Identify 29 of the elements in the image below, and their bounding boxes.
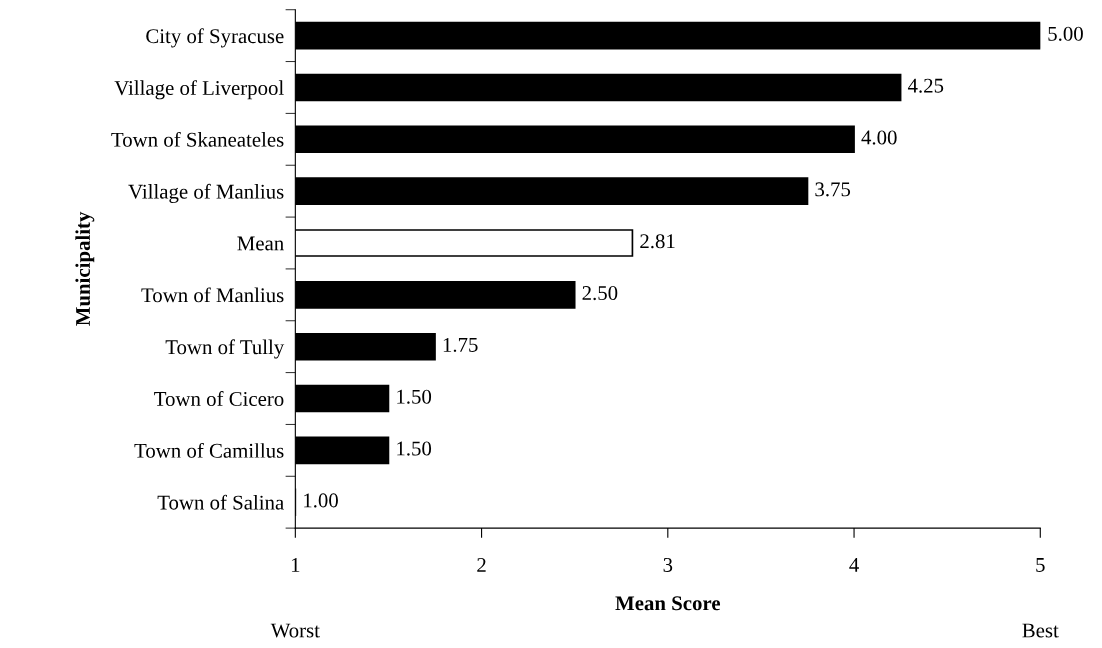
y-tick-label: Mean (237, 236, 284, 251)
x-tick-label: 1 (291, 557, 300, 572)
data-label: 1.50 (397, 389, 432, 404)
y-tick-label: Town of Salina (157, 494, 284, 510)
y-tick-label: Town of Cicero (154, 391, 284, 406)
y-tick-label: Town of Manlius (141, 287, 284, 303)
text: Worst (270, 623, 320, 638)
x-tick-label: 4 (849, 558, 859, 572)
data-label: 4.00 (861, 130, 897, 145)
x-tick-label: 3 (663, 557, 673, 572)
data-label: 1.50 (397, 441, 432, 456)
text: Best (1022, 623, 1059, 638)
y-tick-label: Town of Skaneateles (111, 131, 284, 147)
data-label: 2.81 (640, 234, 675, 249)
data-label: 1.00 (304, 493, 338, 508)
data-label: 2.50 (582, 286, 618, 301)
y-tick-label: Town of Camillus (134, 442, 284, 458)
x-tick-label: 5 (1036, 558, 1045, 572)
y-axis-title: Municipality (75, 211, 95, 326)
data-label: 1.75 (443, 337, 478, 352)
data-label: 3.75 (815, 182, 851, 197)
y-tick-label: Town of Tully (165, 339, 285, 359)
data-label: 5.00 (1048, 26, 1083, 41)
data-label: 4.25 (907, 78, 944, 93)
x-tick-label: 2 (477, 557, 486, 572)
y-tick-label: Village of Manlius (128, 183, 284, 203)
y-tick-label: City of Syracuse (146, 28, 284, 48)
y-tick-label: Village of Liverpool (114, 80, 284, 100)
x-axis-title: Mean Score (615, 596, 721, 611)
